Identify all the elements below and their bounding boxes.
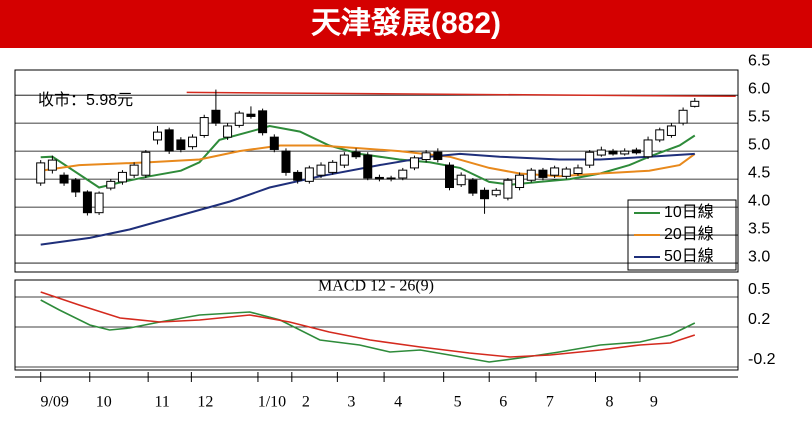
candle-body xyxy=(655,129,665,141)
y-tick-label: 4.0 xyxy=(748,192,770,209)
x-tick-label: 11 xyxy=(154,394,169,411)
candle-body xyxy=(678,109,688,124)
candle-body xyxy=(620,150,630,155)
trend-line xyxy=(186,91,736,98)
candle-body xyxy=(666,125,676,136)
candle-body xyxy=(515,174,525,189)
candle-body xyxy=(690,100,700,107)
x-tick-label: 1/10 xyxy=(258,394,286,411)
candle-body xyxy=(339,154,349,166)
macd-line xyxy=(40,291,696,358)
candle-body xyxy=(188,136,198,148)
candle-body xyxy=(374,176,384,180)
price-label: 收市：5.98元 xyxy=(38,91,133,109)
candle-body xyxy=(117,171,127,183)
candle-body xyxy=(538,169,548,178)
candle-body xyxy=(141,151,151,176)
legend-label: 50日線 xyxy=(664,247,714,265)
candle-body xyxy=(643,139,653,158)
ma-line xyxy=(40,144,696,178)
candle-body xyxy=(631,149,641,154)
y-tick-label: 4.5 xyxy=(748,164,770,181)
candle-body xyxy=(409,157,419,169)
legend-label: 20日線 xyxy=(664,225,714,243)
price-panel xyxy=(14,69,739,273)
candle-body xyxy=(526,169,536,181)
candle-body xyxy=(550,167,560,176)
x-tick-label: 7 xyxy=(546,394,554,411)
candle-body xyxy=(491,189,501,196)
x-tick-label: 8 xyxy=(606,394,614,411)
macd-tick-label: -0.2 xyxy=(748,351,776,368)
candle-body xyxy=(316,164,326,176)
candle-body xyxy=(211,109,221,124)
x-tick-label: 9/09 xyxy=(40,394,68,411)
x-tick-label: 4 xyxy=(394,394,402,411)
candle-body xyxy=(468,179,478,194)
x-tick-label: 10 xyxy=(96,394,112,411)
candle-body xyxy=(421,152,431,161)
header-band xyxy=(0,0,812,48)
x-tick-label: 2 xyxy=(302,394,310,411)
candle-body xyxy=(351,151,361,158)
y-tick-label: 5.5 xyxy=(748,108,770,125)
candle-body xyxy=(433,151,443,161)
candle-body xyxy=(585,151,595,166)
candle-body xyxy=(573,167,583,175)
y-tick-label: 3.0 xyxy=(748,248,770,265)
x-tick-label: 9 xyxy=(650,394,658,411)
candle-body xyxy=(480,189,490,200)
candle-body xyxy=(94,192,104,214)
y-tick-label: 6.5 xyxy=(748,52,770,69)
candle-body xyxy=(456,174,466,186)
macd-title: MACD 12 - 26(9) xyxy=(318,278,434,295)
candle-body xyxy=(258,110,268,134)
candle-body xyxy=(47,159,57,171)
candle-body xyxy=(363,154,373,179)
candle-body xyxy=(293,171,303,181)
candle-body xyxy=(164,129,174,152)
candle-body xyxy=(281,150,291,173)
candle-body xyxy=(199,117,209,136)
candle-body xyxy=(129,164,139,176)
candle-body xyxy=(36,162,46,184)
legend-label: 10日線 xyxy=(664,203,714,221)
x-tick-label: 3 xyxy=(347,394,355,411)
candle-body xyxy=(608,150,618,155)
y-tick-label: 6.0 xyxy=(748,80,770,97)
candle-body xyxy=(561,168,571,177)
candle-body xyxy=(246,113,256,117)
x-tick-label: 5 xyxy=(454,394,462,411)
header-rule xyxy=(0,48,812,51)
chart-title: 天津發展(882) xyxy=(311,7,501,40)
candle-body xyxy=(176,139,186,150)
candle-body xyxy=(503,179,513,199)
macd-tick-label: 0.5 xyxy=(748,281,770,298)
candle-body xyxy=(234,112,244,126)
macd-tick-label: 0.2 xyxy=(748,311,770,328)
candle-body xyxy=(304,167,314,182)
candle-body xyxy=(386,177,396,180)
x-tick-label: 6 xyxy=(499,394,507,411)
candle-body xyxy=(71,179,81,193)
candle-body xyxy=(328,161,338,173)
macd-line xyxy=(40,299,696,363)
x-tick-label: 12 xyxy=(197,394,213,411)
candle-body xyxy=(152,131,162,141)
candle-body xyxy=(398,169,408,179)
macd-panel xyxy=(14,279,739,371)
y-tick-label: 3.5 xyxy=(748,220,770,237)
candle-body xyxy=(82,191,92,214)
candle-body xyxy=(596,149,606,156)
candle-body xyxy=(445,164,455,189)
candle-body xyxy=(223,125,233,138)
y-tick-label: 5.0 xyxy=(748,136,770,153)
candle-body xyxy=(59,174,69,184)
candle-body xyxy=(106,180,116,189)
candle-body xyxy=(269,136,279,150)
